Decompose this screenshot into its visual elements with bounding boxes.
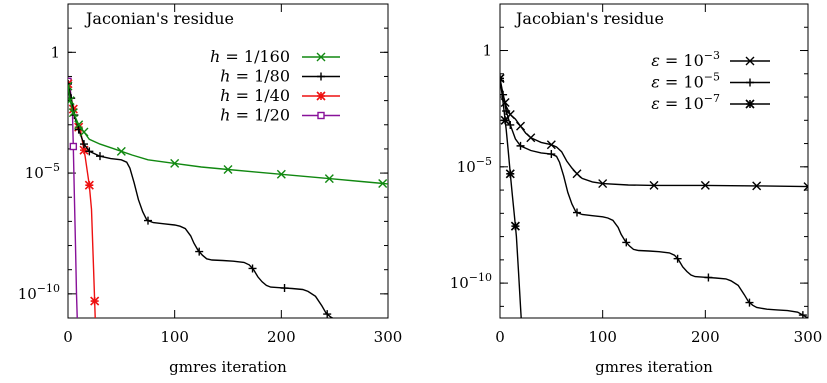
x-tick-label-2: 200 <box>267 328 296 346</box>
series-0-point <box>79 127 89 137</box>
series-0-point <box>276 169 286 179</box>
x-tick-label-0: 0 <box>63 328 73 346</box>
series-0-point <box>516 121 526 131</box>
series-2-point <box>505 169 515 179</box>
series-0-point <box>170 158 180 168</box>
y-tick-label-2: 10−10 <box>18 282 60 303</box>
legend-label-2: h = 1/40 <box>220 86 290 105</box>
series-1-point <box>323 310 332 318</box>
chart-panel-2: 1 10−5 10−10 0 100 200 300 gmres iteration Jacob… <box>450 3 823 376</box>
series-0-point <box>500 97 510 107</box>
series-0-point <box>74 120 84 130</box>
legend-marker-1 <box>317 72 325 81</box>
series-0-point <box>752 181 762 191</box>
series-1-point <box>798 311 807 318</box>
legend-label-0: h = 1/160 <box>210 47 290 66</box>
series-line-0 <box>500 78 808 188</box>
series-2-point <box>510 221 520 231</box>
x-tick-label-3: 300 <box>794 328 823 346</box>
legend: ε = 10−3ε = 10−5ε = 10−7 <box>651 49 770 113</box>
series-0-point <box>700 180 710 190</box>
series-0-point <box>546 140 556 150</box>
series-line-1 <box>500 80 808 318</box>
series-1-point <box>622 238 631 247</box>
series-0-point <box>572 169 582 179</box>
series-0-point <box>68 96 75 106</box>
legend-marker-2 <box>745 99 755 109</box>
series-1-point <box>506 120 515 129</box>
y-tick-label-0: 1 <box>482 42 492 60</box>
series-line-1 <box>68 83 334 318</box>
chart-panel-1: 1 10−5 10−10 0 100 200 300 gmres iteration Jacon… <box>18 3 403 376</box>
series-1-point <box>80 140 88 149</box>
series-1-point <box>85 147 94 156</box>
legend-marker-0 <box>745 56 755 66</box>
legend-marker-2 <box>316 91 326 101</box>
series-group <box>500 73 808 318</box>
y-tick-label-0: 1 <box>50 43 60 61</box>
series-1-point <box>195 247 204 256</box>
legend-label-0: ε = 10−3 <box>651 49 720 70</box>
legend-marker-0 <box>316 52 326 62</box>
series-2-point <box>500 115 510 125</box>
series-1-point <box>144 216 152 225</box>
series-0-point <box>223 164 233 174</box>
x-tick-label-0: 0 <box>495 328 505 346</box>
series-0-point <box>803 182 808 192</box>
series-1-point <box>547 150 556 159</box>
legend-label-1: h = 1/80 <box>220 67 290 86</box>
series-2-point <box>79 145 89 155</box>
x-tick-label-1: 100 <box>588 328 617 346</box>
series-1-point <box>704 273 713 282</box>
series-0-point <box>649 180 659 190</box>
series-0-point <box>324 174 334 184</box>
series-0-point <box>500 73 505 83</box>
legend-label-1: ε = 10−5 <box>651 71 720 92</box>
chart-title: Jaconian's residue <box>84 9 234 28</box>
series-1-point <box>745 298 754 307</box>
series-line-2 <box>500 78 522 318</box>
x-tick-label-1: 100 <box>160 328 189 346</box>
legend-label-2: ε = 10−7 <box>651 92 720 113</box>
y-tick-label-1: 10−5 <box>25 161 60 182</box>
series-group <box>68 77 388 318</box>
y-tick-label-2: 10−10 <box>450 271 492 292</box>
series-3-point <box>69 142 78 151</box>
plot-frame <box>499 3 809 319</box>
series-1-point <box>573 208 581 217</box>
x-axis-label: gmres iteration <box>595 358 713 376</box>
x-tick-label-3: 300 <box>374 328 403 346</box>
plot-frame <box>67 3 389 319</box>
series-0-point <box>116 146 126 156</box>
legend-marker-1 <box>746 78 754 87</box>
legend-label-3: h = 1/20 <box>220 106 290 125</box>
x-tick-label-2: 200 <box>691 328 720 346</box>
chart-title: Jacobian's residue <box>514 9 664 28</box>
series-2-point <box>90 296 100 306</box>
series-1-point <box>248 264 257 273</box>
x-axis-label: gmres iteration <box>169 358 287 376</box>
series-1-point <box>516 141 525 150</box>
legend-marker-3 <box>317 111 325 120</box>
series-0-point <box>598 179 608 189</box>
series-1-point <box>96 152 104 161</box>
series-0-point <box>378 178 388 188</box>
y-tick-label-1: 10−5 <box>457 155 492 176</box>
series-1-point <box>280 284 289 293</box>
series-0-point <box>68 108 78 118</box>
series-1-point <box>673 254 682 263</box>
series-0-point <box>68 81 73 91</box>
series-2-point <box>84 180 94 190</box>
series-0-point <box>526 133 536 143</box>
series-0-point <box>505 109 515 119</box>
